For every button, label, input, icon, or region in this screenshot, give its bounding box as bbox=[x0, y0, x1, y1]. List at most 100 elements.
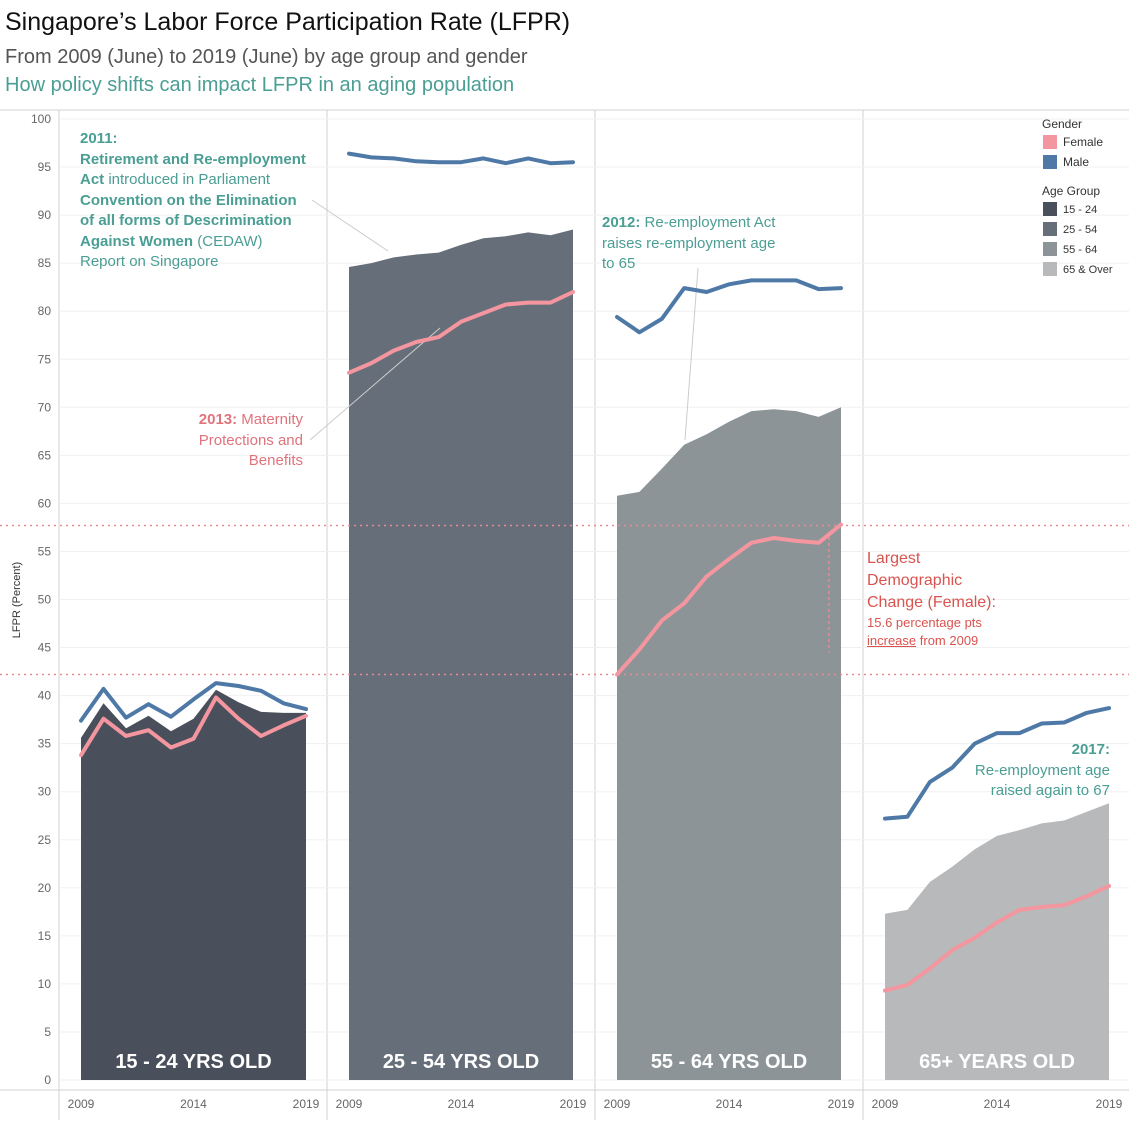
legend-item-age: 55 - 64 bbox=[1063, 244, 1097, 256]
annotation-largest-change: Largest Demographic Change (Female): 15.… bbox=[867, 548, 996, 650]
male-line bbox=[883, 706, 1111, 821]
annotation-2013-line2: Protections and bbox=[198, 431, 303, 449]
annotation-2011-line5-bold: Against Women bbox=[80, 232, 194, 250]
annotation-largest-line2: Demographic bbox=[867, 572, 963, 589]
legend-swatch-age bbox=[1043, 262, 1057, 276]
annotation-largest-line3: Change (Female): bbox=[867, 594, 996, 611]
annotation-2012-line3: to 65 bbox=[602, 255, 636, 272]
annotation-largest-line1: Largest bbox=[867, 550, 921, 567]
female-line bbox=[79, 695, 308, 758]
legend-swatch-female bbox=[1043, 135, 1057, 149]
area-3 bbox=[617, 407, 841, 1080]
legend-swatch-age bbox=[1043, 242, 1057, 256]
panel-label: 15 - 24 YRS OLD bbox=[115, 1051, 271, 1073]
legend-title-gender: Gender bbox=[1042, 117, 1082, 131]
chart-title: Singapore’s Labor Force Participation Ra… bbox=[5, 8, 571, 36]
x-tick-label: 2014 bbox=[180, 1097, 207, 1111]
annotation-2013-year: 2013: bbox=[198, 411, 238, 428]
y-tick-label: 50 bbox=[38, 593, 52, 607]
chart-tagline: How policy shifts can impact LFPR in an … bbox=[5, 74, 515, 96]
annotation-2013: 2013: Maternity Protections and Benefits bbox=[150, 410, 303, 472]
x-tick-label: 2019 bbox=[293, 1097, 320, 1111]
x-tick-label: 2009 bbox=[68, 1097, 95, 1111]
y-tick-label: 15 bbox=[38, 929, 52, 943]
annotation-2012-line1: Re-employment Act bbox=[640, 214, 776, 231]
annotation-2017-line1: Re-employment age bbox=[974, 761, 1110, 779]
annotation-2012: 2012: Re-employment Act raises re-employ… bbox=[602, 213, 775, 275]
legend-item-age: 25 - 54 bbox=[1063, 224, 1097, 236]
panel-label: 55 - 64 YRS OLD bbox=[651, 1051, 807, 1073]
y-tick-label: 0 bbox=[44, 1073, 51, 1087]
area-4 bbox=[885, 803, 1109, 1080]
male-line bbox=[347, 151, 575, 166]
legend-item-female: Female bbox=[1063, 135, 1103, 149]
y-tick-label: 20 bbox=[38, 881, 52, 895]
legend-swatch-male bbox=[1043, 155, 1057, 169]
y-tick-label: 100 bbox=[31, 112, 51, 126]
y-tick-label: 90 bbox=[38, 208, 52, 222]
leader-line-2011 bbox=[311, 199, 389, 252]
annotation-2011-line2: introduced in Parliament bbox=[104, 171, 271, 188]
annotation-2013-line3: Benefits bbox=[248, 452, 303, 469]
x-tick-label: 2019 bbox=[828, 1097, 855, 1111]
y-tick-label: 60 bbox=[38, 496, 52, 510]
female-line bbox=[883, 883, 1111, 993]
y-tick-label: 30 bbox=[38, 785, 52, 799]
legend-item-male: Male bbox=[1063, 155, 1089, 169]
y-tick-label: 55 bbox=[38, 544, 52, 558]
annotation-2012-line2: raises re-employment age bbox=[602, 234, 776, 252]
leader-line-2012 bbox=[684, 267, 699, 441]
annotation-2017-line2: raised again to 67 bbox=[990, 782, 1110, 799]
x-tick-label: 2009 bbox=[604, 1097, 631, 1111]
annotation-2011-line4: of all forms of Descrimination bbox=[80, 212, 292, 229]
annotation-largest-line5-underline: increase bbox=[867, 633, 917, 648]
annotation-largest-line5: from 2009 bbox=[916, 633, 979, 648]
y-tick-label: 65 bbox=[38, 448, 52, 462]
annotation-2011-year: 2011: bbox=[80, 130, 118, 147]
y-tick-label: 95 bbox=[38, 160, 52, 174]
y-tick-label: 85 bbox=[38, 256, 52, 270]
x-tick-label: 2009 bbox=[336, 1097, 363, 1111]
legend-item-age: 15 - 24 bbox=[1063, 204, 1097, 216]
legend-swatch-age bbox=[1043, 222, 1057, 236]
x-tick-label: 2019 bbox=[1096, 1097, 1123, 1111]
annotation-2011-line5: (CEDAW) bbox=[193, 232, 263, 250]
male-line bbox=[79, 681, 308, 723]
annotation-2017-year: 2017: bbox=[1071, 741, 1110, 758]
x-tick-label: 2009 bbox=[872, 1097, 899, 1111]
female-line bbox=[347, 290, 575, 375]
x-tick-label: 2014 bbox=[716, 1097, 743, 1111]
annotation-largest-line4: 15.6 percentage pts bbox=[867, 615, 982, 630]
y-axis-label: LFPR (Percent) bbox=[11, 562, 23, 638]
panel-label: 65+ YEARS OLD bbox=[919, 1051, 1075, 1073]
y-tick-label: 45 bbox=[38, 641, 52, 655]
y-tick-label: 5 bbox=[44, 1025, 51, 1039]
y-tick-label: 10 bbox=[38, 977, 52, 991]
legend-item-age: 65 & Over bbox=[1063, 264, 1113, 276]
y-tick-label: 70 bbox=[38, 400, 52, 414]
legend-swatch-age bbox=[1043, 202, 1057, 216]
y-tick-label: 75 bbox=[38, 352, 52, 366]
annotation-2012-year: 2012: bbox=[602, 214, 641, 231]
area-1 bbox=[81, 689, 306, 1080]
y-tick-label: 40 bbox=[38, 689, 52, 703]
annotation-2011-line2-bold: Act bbox=[80, 171, 105, 188]
female-line bbox=[615, 522, 843, 677]
x-tick-label: 2014 bbox=[984, 1097, 1011, 1111]
y-tick-label: 25 bbox=[38, 833, 52, 847]
legend-title-age: Age Group bbox=[1042, 184, 1100, 198]
annotation-2017: 2017: Re-employment age raised again to … bbox=[930, 740, 1110, 802]
area-2 bbox=[349, 229, 573, 1080]
male-line bbox=[615, 278, 843, 335]
y-tick-label: 35 bbox=[38, 737, 52, 751]
annotation-2011-line1: Retirement and Re-employment bbox=[80, 150, 306, 168]
chart-subtitle: From 2009 (June) to 2019 (June) by age g… bbox=[5, 46, 528, 68]
y-tick-label: 80 bbox=[38, 304, 52, 318]
leader-line-2013 bbox=[309, 327, 441, 441]
panel-label: 25 - 54 YRS OLD bbox=[383, 1051, 539, 1073]
annotation-2013-line1: Maternity bbox=[237, 411, 303, 428]
x-tick-label: 2019 bbox=[560, 1097, 587, 1111]
annotation-2011-line6: Report on Singapore bbox=[80, 253, 219, 270]
annotation-2011-line3: Convention on the Elimination bbox=[80, 191, 297, 209]
